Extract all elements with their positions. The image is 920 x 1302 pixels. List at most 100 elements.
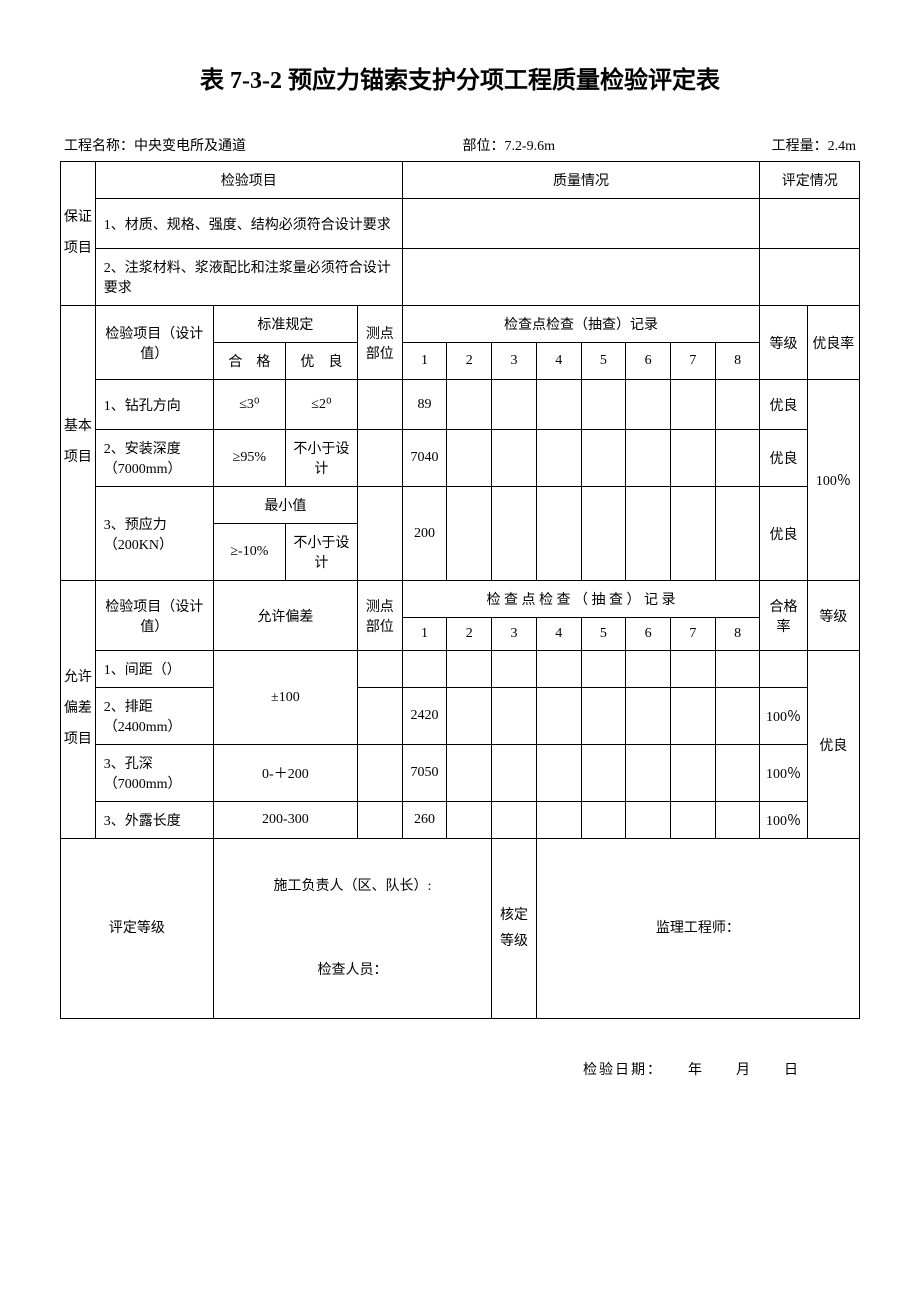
cell-empty: [447, 380, 492, 430]
cell-empty: [447, 688, 492, 745]
col-excellent-rate: 优良率: [807, 306, 859, 380]
cell-value: 89: [402, 380, 447, 430]
header-info: 工程名称：中央变电所及通道 部位：7.2-9.6m 工程量：2.4m: [60, 135, 860, 155]
pt-5: 5: [581, 343, 626, 380]
cell-value: 0-＋200: [213, 745, 357, 802]
cell-value: ≤3⁰: [213, 380, 285, 430]
project-name: 工程名称：中央变电所及通道: [64, 135, 246, 155]
cell-value: 200: [402, 487, 447, 581]
basic-item-1: 1、钻孔方向: [95, 380, 213, 430]
cell-empty: [626, 688, 671, 745]
cell-empty: [760, 249, 860, 306]
cell-value: 优良: [760, 487, 807, 581]
col-inspection-item: 检验项目: [95, 162, 402, 199]
tolerance-label: 允许偏差项目: [61, 581, 96, 839]
cell-empty: [536, 745, 581, 802]
cell-empty: [536, 651, 581, 688]
cell-empty: [670, 487, 715, 581]
basic-item-2: 2、安装深度（7000mm）: [95, 430, 213, 487]
quantity: 工程量：2.4m: [772, 135, 856, 155]
col-check-record-spaced: 检 查 点 检 查 （ 抽 查 ） 记 录: [402, 581, 760, 618]
tolerance-row-1: 1、间距（） ±100 优良: [61, 651, 860, 688]
tolerance-item-4: 3、外露长度: [95, 802, 213, 839]
cell-empty: [402, 199, 760, 249]
guarantee-item-2-text: 2、注浆材料、浆液配比和注浆量必须符合设计要求: [95, 249, 402, 306]
cell-empty: [670, 380, 715, 430]
cell-value: 7050: [402, 745, 447, 802]
cell-empty: [670, 688, 715, 745]
cell-value: 100％: [760, 802, 807, 839]
cell-empty: [402, 651, 447, 688]
cell-empty: [626, 430, 671, 487]
col-qualified: 合 格: [213, 343, 285, 380]
cell-empty: [715, 651, 760, 688]
pt-7: 7: [670, 343, 715, 380]
cell-value: ±100: [213, 651, 357, 745]
cell-empty: [447, 430, 492, 487]
basic-rate: 100％: [807, 380, 859, 581]
cell-empty: [357, 651, 402, 688]
cell-value: ≥-10%: [213, 524, 285, 581]
date-line: 检验日期： 年 月 日: [60, 1059, 860, 1079]
basic-item-3: 3、预应力（200KN）: [95, 487, 213, 581]
basic-header-1: 基本项目 检验项目（设计值） 标准规定 测点部位 检查点检查（抽查）记录 等级 …: [61, 306, 860, 343]
pt-6: 6: [626, 618, 671, 651]
pt-3: 3: [492, 343, 537, 380]
col-item-design: 检验项目（设计值）: [95, 306, 213, 380]
col-standard: 标准规定: [213, 306, 357, 343]
cell-empty: [670, 802, 715, 839]
cell-value: 260: [402, 802, 447, 839]
cell-empty: [670, 745, 715, 802]
col-item-design: 检验项目（设计值）: [95, 581, 213, 651]
cell-empty: [492, 380, 537, 430]
cell-empty: [357, 380, 402, 430]
cell-empty: [536, 380, 581, 430]
cell-value: 2420: [402, 688, 447, 745]
col-excellent: 优 良: [285, 343, 357, 380]
guarantee-header-row: 保证项目 检验项目 质量情况 评定情况: [61, 162, 860, 199]
main-table: 保证项目 检验项目 质量情况 评定情况 1、材质、规格、强度、结构必须符合设计要…: [60, 161, 860, 1019]
cell-value: 7040: [402, 430, 447, 487]
col-grade: 等级: [760, 306, 807, 380]
basic-row-2: 2、安装深度（7000mm） ≥95% 不小于设计 7040 优良: [61, 430, 860, 487]
guarantee-item-1: 1、材质、规格、强度、结构必须符合设计要求: [61, 199, 860, 249]
cell-empty: [357, 802, 402, 839]
cell-empty: [492, 688, 537, 745]
page-title: 表 7-3-2 预应力锚索支护分项工程质量检验评定表: [60, 60, 860, 95]
cell-value: ≥95%: [213, 430, 285, 487]
cell-value: 最小值: [213, 487, 357, 524]
cell-empty: [581, 430, 626, 487]
pt-4: 4: [536, 618, 581, 651]
cell-empty: [581, 487, 626, 581]
cell-empty: [715, 487, 760, 581]
cell-empty: [536, 688, 581, 745]
pt-8: 8: [715, 618, 760, 651]
cell-empty: [447, 745, 492, 802]
cell-empty: [357, 487, 402, 581]
tolerance-header-1: 允许偏差项目 检验项目（设计值） 允许偏差 测点部位 检 查 点 检 查 （ 抽…: [61, 581, 860, 618]
construction-inspector: 施工负责人（区、队长）: 检查人员：: [213, 839, 491, 1019]
cell-value: 100％: [760, 688, 807, 745]
cell-empty: [626, 487, 671, 581]
basic-label: 基本项目: [61, 306, 96, 581]
cell-empty: [626, 745, 671, 802]
cell-empty: [581, 802, 626, 839]
cell-empty: [447, 487, 492, 581]
tolerance-row-2: 2、排距（2400mm） 2420 100％: [61, 688, 860, 745]
eval-grade-label: 评定等级: [61, 839, 214, 1019]
cell-empty: [536, 487, 581, 581]
position: 部位：7.2-9.6m: [463, 135, 556, 155]
cell-empty: [581, 745, 626, 802]
pt-6: 6: [626, 343, 671, 380]
cell-empty: [715, 745, 760, 802]
supervisor: 监理工程师：: [536, 839, 859, 1019]
col-quality-status: 质量情况: [402, 162, 760, 199]
cell-empty: [626, 651, 671, 688]
tolerance-row-4: 3、外露长度 200-300 260 100％: [61, 802, 860, 839]
col-measure-point: 测点部位: [357, 581, 402, 651]
tolerance-row-3: 3、孔深（7000mm） 0-＋200 7050 100％: [61, 745, 860, 802]
cell-empty: [581, 651, 626, 688]
cell-empty: [492, 487, 537, 581]
cell-empty: [357, 688, 402, 745]
cell-empty: [402, 249, 760, 306]
